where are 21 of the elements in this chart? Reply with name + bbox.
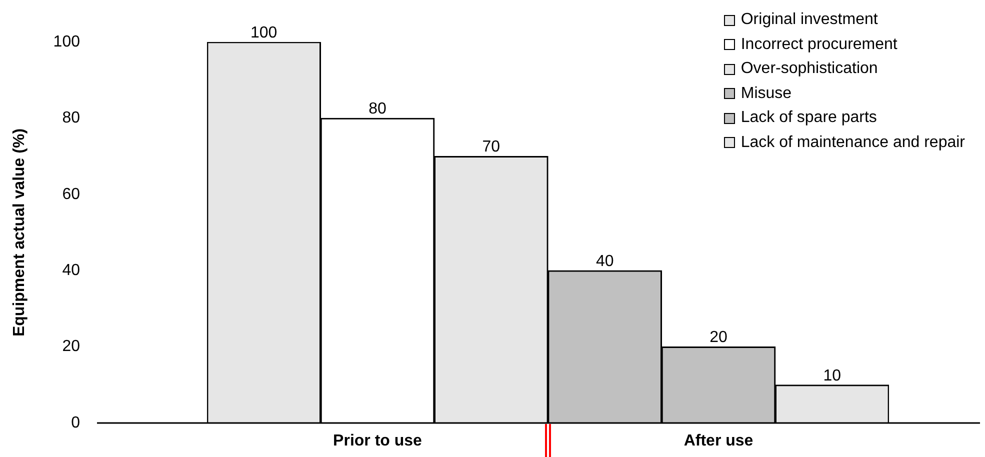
- legend-label: Over-sophistication: [740, 60, 878, 78]
- text: Prior to use: [333, 432, 422, 450]
- legend-label: Original investment: [740, 11, 878, 30]
- data-label: 20: [710, 329, 728, 346]
- y-tick-label: 100: [53, 33, 80, 50]
- y-tick-label: 20: [62, 338, 80, 356]
- y-tick-label: 60: [62, 186, 80, 203]
- data-label: 100: [250, 24, 278, 42]
- y-axis-title: Equipment actual value (%): [11, 128, 28, 337]
- data-label: 10: [823, 367, 842, 384]
- y-tick-label: 80: [62, 110, 80, 127]
- data-label: 40: [596, 253, 614, 270]
- y-tick-label: 0: [71, 414, 80, 432]
- legend-label: Misuse: [740, 84, 792, 103]
- legend-label: Lack of spare parts: [740, 109, 877, 128]
- data-label: 70: [482, 138, 500, 156]
- y-tick-label: 40: [62, 262, 80, 280]
- legend-label: Lack of maintenance and repair: [740, 134, 965, 152]
- data-label: 80: [368, 100, 386, 118]
- text: After use: [684, 432, 754, 450]
- legend-label: Incorrect procurement: [740, 36, 898, 54]
